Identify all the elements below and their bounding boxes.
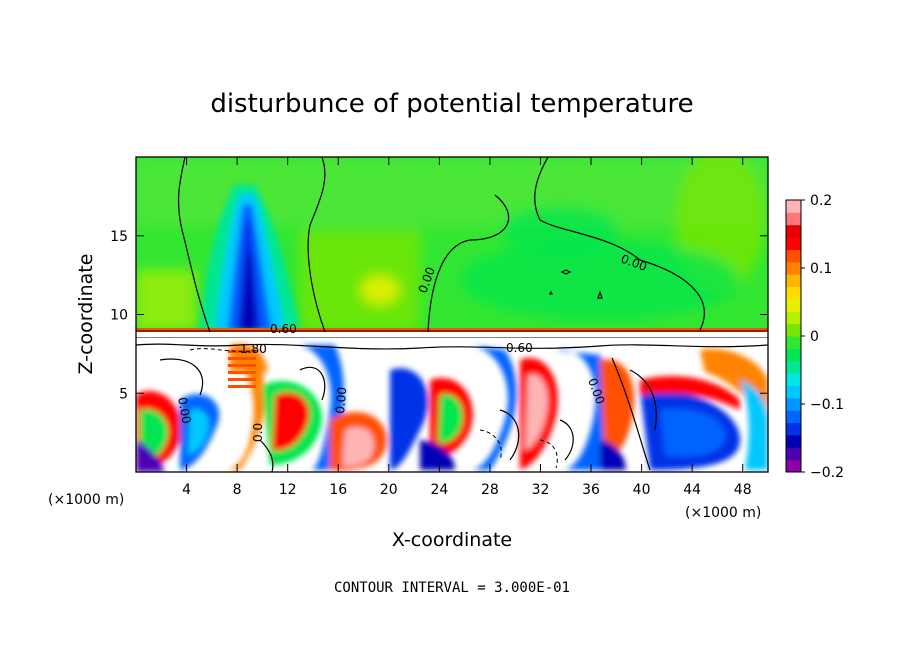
colorbar-swatch	[786, 237, 801, 250]
x-tick-label: 4	[182, 482, 191, 498]
colorbar-swatch	[786, 385, 801, 399]
x-tick-label: 32	[532, 482, 550, 498]
x-tick-label: 8	[233, 482, 242, 498]
plot-field	[136, 157, 768, 472]
y-axis: 5 10 15	[110, 229, 768, 402]
colorbar-swatch	[786, 224, 801, 238]
x-tick-label: 28	[481, 482, 499, 498]
y-axis-label: Z-coordinate	[75, 254, 97, 375]
contour-label: 0.60	[506, 341, 533, 355]
x-tick-label: 24	[430, 482, 448, 498]
colorbar-swatch	[786, 360, 801, 374]
negative-plume	[200, 185, 300, 330]
colorbar-swatch	[786, 298, 801, 312]
x-tick-label: 16	[329, 482, 347, 498]
colorbar-swatch	[786, 212, 801, 226]
colorbar-swatch	[786, 261, 801, 275]
colorbar-swatch	[786, 373, 801, 386]
stable-layer	[136, 328, 768, 332]
contour-interval-note: CONTOUR INTERVAL = 3.000E-01	[334, 580, 570, 596]
x-tick-label: 12	[279, 482, 297, 498]
contour-label: 0.0	[251, 423, 265, 442]
colorbar-swatch	[786, 286, 801, 300]
colorbar-tick-label: 0	[810, 329, 819, 345]
x-unit-label: (×1000 m)	[685, 505, 761, 521]
colorbar-ticks: 0.2 0.1 0 −0.1 −0.2	[801, 193, 844, 481]
colorbar-tick-label: 0.1	[810, 261, 832, 277]
x-tick-label: 48	[734, 482, 752, 498]
x-tick-label: 40	[633, 482, 651, 498]
z-unit-label: (×1000 m)	[48, 492, 124, 508]
x-tick-label: 20	[380, 482, 398, 498]
colorbar-swatch	[786, 336, 801, 349]
chart-title: disturbunce of potential temperature	[210, 89, 693, 119]
colorbar-swatch	[786, 274, 801, 288]
colorbar-swatch	[786, 311, 801, 325]
colorbar-swatch	[786, 459, 801, 473]
colorbar-swatch	[786, 397, 801, 411]
colorbar-tick-label: 0.2	[810, 193, 832, 209]
colorbar-swatch	[786, 434, 801, 448]
x-tick-label: 44	[683, 482, 701, 498]
contour-label: 0.00	[175, 396, 193, 425]
colorbar-swatch	[786, 422, 801, 436]
colorbar-swatch	[786, 200, 801, 213]
x-axis-label: X-coordinate	[392, 529, 512, 551]
contour-label: 0.00	[333, 386, 349, 414]
colorbar-tick-label: −0.1	[810, 397, 844, 413]
y-tick-label: 5	[119, 386, 128, 402]
x-axis: 4 8 12 16 20 24 28 32 36 40 44 48	[182, 157, 752, 498]
contour-label-group: 0.00 0.00 0.60 1.80 0.60 0.00 0.00 0.0 0…	[175, 252, 649, 442]
colorbar-tick-label: −0.2	[810, 465, 844, 481]
y-tick-label: 10	[110, 308, 128, 324]
colorbar	[786, 200, 801, 473]
contour-lines	[136, 157, 768, 472]
colorbar-swatch	[786, 447, 801, 461]
x-tick-label: 36	[582, 482, 600, 498]
colorbar-swatch	[786, 410, 801, 424]
colorbar-swatch	[786, 249, 801, 263]
colorbar-swatch	[786, 348, 801, 362]
contour-label: 0.60	[270, 322, 297, 336]
contour-label: 1.80	[240, 342, 267, 356]
y-tick-label: 15	[110, 229, 128, 245]
boundary-eddies	[136, 343, 768, 472]
colorbar-swatch	[786, 323, 801, 337]
